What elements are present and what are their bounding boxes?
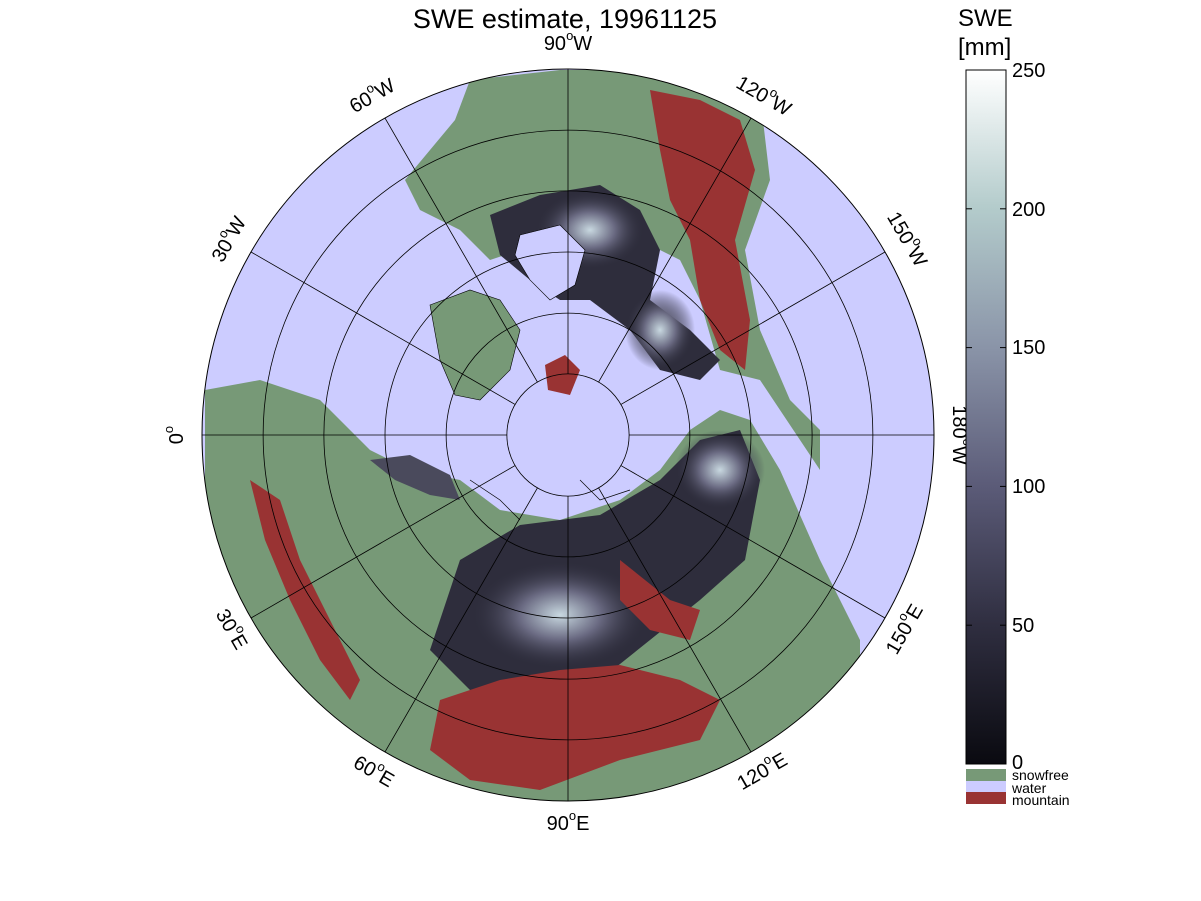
longitude-label: 30oW bbox=[204, 211, 251, 266]
colorbar-title-line2: [mm] bbox=[958, 34, 1012, 61]
colorbar-title: SWE [mm] bbox=[958, 4, 1013, 62]
greenland bbox=[429, 289, 521, 401]
coastline bbox=[469, 479, 521, 521]
longitude-label: 90oE bbox=[547, 808, 590, 835]
colorbar-gradient bbox=[965, 69, 1007, 765]
colorbar-tick-label: 250 bbox=[1012, 60, 1046, 82]
swatch-snowfree bbox=[966, 769, 1006, 781]
meridian-line bbox=[250, 465, 516, 619]
colorbar bbox=[965, 69, 1007, 804]
meridian-line bbox=[250, 251, 516, 405]
meridian-line bbox=[620, 465, 886, 619]
longitude-label: 60oW bbox=[344, 71, 399, 118]
meridian-line bbox=[598, 117, 752, 383]
meridian-line bbox=[620, 251, 886, 405]
colorbar-title-line1: SWE bbox=[958, 5, 1013, 32]
map-boundary bbox=[201, 68, 935, 802]
meridian-line bbox=[598, 487, 752, 753]
longitude-label: 0o bbox=[161, 426, 188, 444]
eurasia-snow-highlight bbox=[470, 560, 650, 670]
colorbar-tick-label: 200 bbox=[1012, 199, 1046, 221]
meridian-line bbox=[384, 487, 538, 753]
meridian-line bbox=[384, 117, 538, 383]
colorbar-ticks bbox=[966, 69, 1006, 765]
alaska-snow-highlight bbox=[625, 290, 695, 370]
class-label-water: water bbox=[1012, 780, 1047, 796]
colorbar-tick-label: 150 bbox=[1012, 337, 1046, 359]
swatch-mountain bbox=[966, 792, 1006, 804]
colorbar-tick-label: 0 bbox=[1012, 752, 1024, 774]
class-label-mountain: mountain bbox=[1012, 792, 1070, 808]
coastline bbox=[579, 479, 631, 501]
figure-title: SWE estimate, 19961125 bbox=[412, 4, 718, 34]
longitude-label: 90oW bbox=[544, 28, 592, 55]
graticule bbox=[202, 69, 934, 801]
colorbar-tick-label: 100 bbox=[1012, 476, 1046, 498]
siberia-snow-highlight bbox=[675, 430, 765, 510]
scandinavia-snow bbox=[370, 455, 460, 500]
class-label-snowfree: snowfree bbox=[1012, 767, 1069, 783]
swatch-water bbox=[966, 781, 1006, 792]
colorbar-tick-label: 50 bbox=[1012, 615, 1035, 637]
